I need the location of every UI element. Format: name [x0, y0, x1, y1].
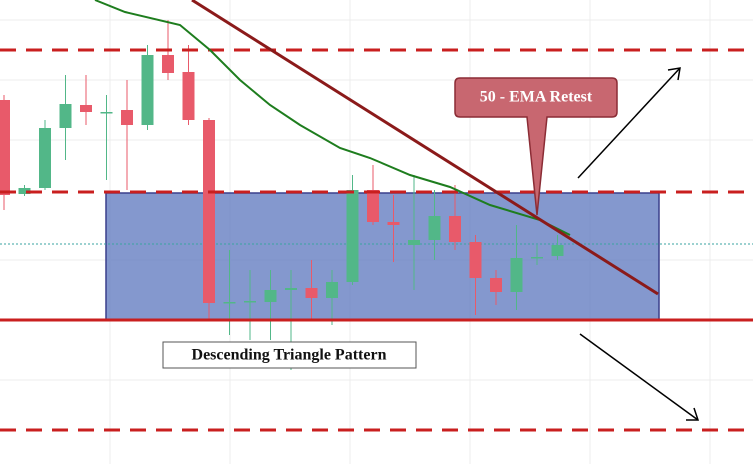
candle-body — [100, 112, 113, 114]
candle-body — [59, 104, 72, 128]
candle-body — [203, 120, 215, 303]
candle-body — [449, 216, 461, 242]
candle-body — [326, 282, 338, 298]
ema-line — [94, 0, 571, 236]
candle-body — [162, 55, 174, 73]
candle-body — [408, 240, 420, 245]
pattern-box — [105, 192, 660, 321]
callout: 50 - EMA Retest — [454, 77, 618, 216]
candle-body — [367, 190, 379, 222]
candle-body — [244, 301, 256, 303]
callout-text: 50 - EMA Retest — [480, 89, 593, 106]
pattern-label-box — [162, 341, 417, 369]
levels — [0, 48, 753, 432]
candle-body — [387, 222, 400, 225]
candle-body — [305, 288, 318, 298]
candle-body — [141, 55, 154, 125]
candle-body — [531, 257, 543, 259]
candle-body — [551, 245, 564, 256]
candle-body — [80, 105, 92, 112]
trend-line — [191, 0, 659, 296]
candle-body — [18, 188, 31, 194]
candle-body — [264, 290, 277, 302]
candle-body — [285, 288, 297, 290]
candle-body — [469, 242, 482, 278]
candle-body — [0, 100, 10, 195]
candle-body — [121, 110, 133, 125]
pattern-label: Descending Triangle Pattern — [192, 347, 387, 364]
candle-body — [490, 278, 502, 292]
candle-body — [223, 302, 236, 304]
candle-body — [182, 72, 195, 120]
candle-body — [510, 258, 523, 292]
arrows — [577, 67, 700, 421]
candle-body — [39, 128, 51, 188]
candle-body — [346, 190, 359, 282]
candle-body — [428, 216, 441, 240]
